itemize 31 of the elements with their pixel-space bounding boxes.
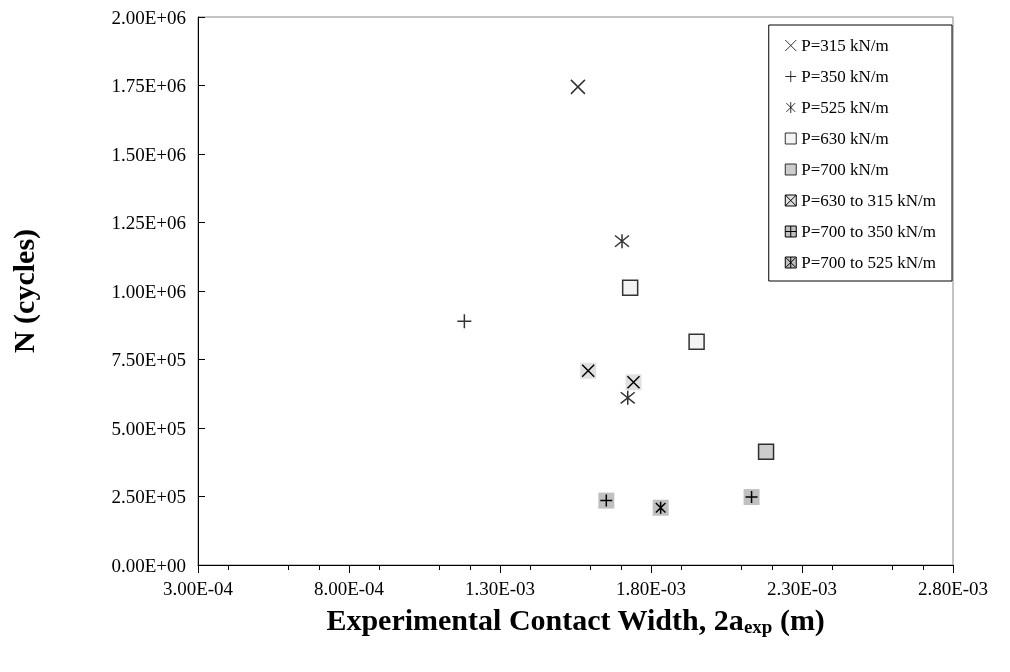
y-tick-label: 0.00E+00 <box>111 554 186 576</box>
legend-label: P=700 to 525 kN/m <box>801 253 937 272</box>
point <box>620 390 636 406</box>
legend-label: P=700 to 350 kN/m <box>801 222 937 241</box>
y-axis-title: N (cycles) <box>6 228 41 354</box>
point <box>621 279 639 296</box>
y-tick-label: 1.50E+06 <box>111 143 186 165</box>
y-tick-label: 2.00E+06 <box>111 6 186 28</box>
point <box>614 233 630 249</box>
y-tick-label: 2.50E+05 <box>111 486 186 507</box>
legend-label: P=315 kN/m <box>801 36 889 55</box>
y-tick-label: 5.00E+05 <box>111 417 186 439</box>
x-tick-label: 8.00E-04 <box>313 578 385 599</box>
x-tick-label: 1.80E-03 <box>615 578 687 599</box>
y-tick-label: 7.50E+05 <box>111 349 186 370</box>
legend-label: P=525 kN/m <box>801 98 889 117</box>
legend-label: P=700 kN/m <box>801 160 889 179</box>
y-tick-label: 1.75E+06 <box>111 75 186 96</box>
y-tick-label: 1.00E+06 <box>111 280 186 302</box>
legend-label: P=630 to 315 kN/m <box>801 191 937 210</box>
legend-label: P=630 kN/m <box>801 129 889 148</box>
x-tick-label: 3.00E-04 <box>162 578 234 599</box>
x-tick-label: 1.30E-03 <box>464 578 536 599</box>
legend-label: P=350 kN/m <box>801 67 889 86</box>
y-tick-label: 1.25E+06 <box>111 212 186 233</box>
x-tick-label: 2.30E-03 <box>766 578 838 599</box>
point <box>570 79 586 95</box>
x-tick-label: 2.80E-03 <box>917 578 989 599</box>
point <box>688 333 705 350</box>
point <box>757 443 775 461</box>
point <box>456 313 473 329</box>
